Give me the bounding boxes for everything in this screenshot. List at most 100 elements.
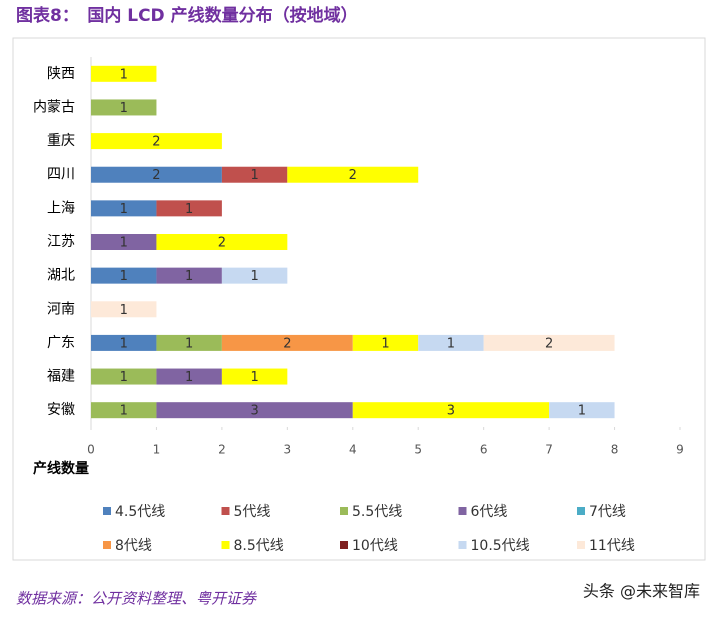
bar-segment [91, 99, 157, 116]
bar-segment [156, 402, 353, 419]
bar-segment [91, 301, 157, 318]
data-label: 1 [120, 269, 128, 284]
x-tick-label: 5 [414, 443, 422, 457]
y-tick-label: 湖北 [47, 268, 75, 284]
legend-label: 10代线 [352, 538, 398, 554]
y-tick-label: 安徽 [47, 402, 75, 418]
x-tick-label: 3 [284, 443, 292, 457]
source: 数据来源：公开资料整理、粤开证券 [16, 590, 257, 608]
bar-segment [221, 368, 288, 385]
y-tick-label: 江苏 [47, 234, 75, 250]
data-label: 1 [185, 202, 193, 217]
bar-segment [352, 334, 419, 351]
bar-segment [156, 368, 222, 385]
legend-label: 5代线 [234, 504, 271, 520]
y-tick-label: 重庆 [47, 133, 75, 149]
bar-segment [549, 402, 615, 419]
bar-segment [221, 334, 353, 351]
legend-label: 8代线 [115, 538, 152, 554]
bar-segment [91, 166, 222, 183]
data-label: 1 [120, 67, 128, 82]
data-label: 1 [185, 269, 193, 284]
data-label: 2 [545, 336, 553, 351]
data-label: 1 [120, 236, 128, 251]
data-label: 1 [250, 168, 258, 183]
bar-segment [221, 166, 288, 183]
data-label: 1 [120, 202, 128, 217]
x-axis-label: 产线数量 [33, 460, 89, 477]
data-label: 1 [578, 404, 586, 419]
data-label: 1 [120, 404, 128, 419]
legend-label: 8.5代线 [234, 538, 284, 554]
chart-title: 图表8： 国内 LCD 产线数量分布（按地域） [16, 5, 358, 26]
data-label: 2 [283, 336, 291, 351]
data-label: 1 [250, 370, 258, 385]
legend-swatch [340, 507, 348, 515]
bar-segment [287, 166, 419, 183]
data-label: 1 [120, 303, 128, 318]
x-tick-label: 1 [153, 443, 161, 457]
legend-label: 6代线 [471, 504, 508, 520]
legend-swatch [458, 541, 467, 549]
y-tick-label: 陕西 [47, 66, 75, 82]
data-label: 2 [152, 135, 160, 150]
bar-segment [221, 267, 288, 284]
watermark: 头条 @未来智库 [583, 582, 700, 601]
bar-segment [91, 65, 157, 82]
legend-swatch [340, 541, 348, 549]
legend-swatch [103, 541, 111, 549]
x-tick-label: 8 [611, 443, 619, 457]
data-label: 1 [381, 336, 389, 351]
data-label: 1 [120, 370, 128, 385]
bar-segment [352, 402, 550, 419]
data-label: 1 [120, 336, 128, 351]
x-tick-label: 6 [480, 443, 488, 457]
bar-segment [91, 200, 157, 217]
chart-frame [12, 37, 706, 561]
data-label: 2 [218, 236, 226, 251]
y-tick-label: 福建 [47, 369, 75, 385]
data-label: 3 [250, 404, 258, 419]
legend-swatch [577, 541, 585, 549]
data-label: 1 [250, 269, 258, 284]
legend-label: 10.5代线 [471, 538, 530, 554]
data-label: 1 [447, 336, 455, 351]
bar-segment [483, 334, 615, 351]
data-label: 2 [152, 168, 160, 183]
x-tick-label: 7 [545, 443, 553, 457]
y-tick-label: 河南 [47, 301, 75, 317]
legend-label: 5.5代线 [352, 504, 402, 520]
bar-segment [91, 368, 157, 385]
bar-segment [156, 334, 222, 351]
bar-segment [91, 402, 157, 419]
x-tick-label: 0 [87, 443, 95, 457]
legend-label: 11代线 [589, 538, 635, 554]
x-tick-label: 2 [218, 443, 226, 457]
y-tick-label: 内蒙古 [33, 99, 75, 115]
y-tick-label: 四川 [47, 167, 75, 183]
legend-swatch [577, 507, 585, 515]
data-label: 1 [185, 336, 193, 351]
legend-swatch [221, 541, 230, 549]
x-tick-label: 4 [349, 443, 357, 457]
bar-segment [418, 334, 484, 351]
data-label: 2 [349, 168, 357, 183]
bar-segment [156, 200, 222, 217]
bar-segment [91, 133, 222, 150]
legend-swatch [458, 507, 467, 515]
legend-swatch [103, 507, 111, 515]
legend-label: 7代线 [589, 504, 626, 520]
bar-segment [156, 234, 288, 250]
y-tick-label: 上海 [47, 200, 75, 216]
y-tick-label: 广东 [47, 335, 75, 351]
legend-label: 4.5代线 [115, 504, 165, 520]
x-tick-label: 9 [676, 443, 684, 457]
bar-segment [91, 334, 157, 351]
legend-swatch [221, 507, 230, 515]
bar-segment [91, 234, 157, 250]
bar-segment [156, 267, 222, 284]
data-label: 1 [185, 370, 193, 385]
bar-segment [91, 267, 157, 284]
